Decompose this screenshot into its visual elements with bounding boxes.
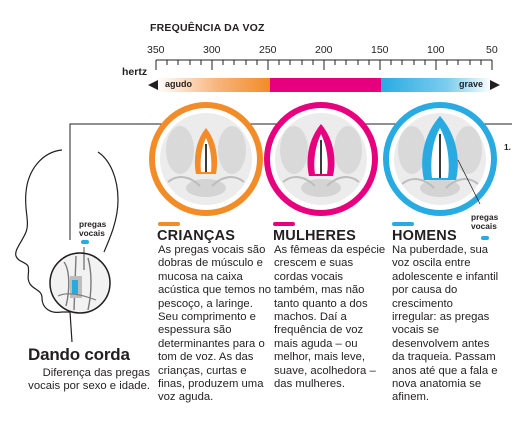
larynx-women: [264, 102, 378, 216]
scale-title: FREQUÊNCIA DA VOZ: [150, 22, 265, 34]
head-profile-illustration: [15, 149, 119, 343]
accent-children: [158, 222, 180, 226]
larynx-children: [149, 102, 263, 216]
larynx-men: [383, 102, 497, 216]
band-men: [381, 78, 492, 92]
unit-label: hertz: [122, 66, 148, 78]
accent-men: [392, 222, 414, 226]
throat-zoom-illustration: [49, 252, 111, 314]
band-women: [270, 78, 381, 92]
arrow-right-icon: [490, 80, 500, 90]
ruler-ticks: [155, 60, 493, 70]
tick-label-150: 150: [371, 44, 389, 56]
label-grave: grave: [459, 79, 484, 89]
label-agudo: agudo: [165, 79, 192, 89]
heading-children: CRIANÇAS: [157, 228, 236, 244]
heading-men: HOMENS: [392, 228, 457, 244]
head-label-marker: [81, 240, 89, 244]
tick-label-200: 200: [315, 44, 333, 56]
body-women: As fêmeas da espécie crescem e suas cord…: [274, 244, 386, 391]
arrow-left-icon: [148, 80, 158, 90]
tick-label-50: 50: [486, 44, 498, 56]
tick-label-250: 250: [259, 44, 277, 56]
heading-women: MULHERES: [273, 228, 356, 244]
head-label: pregas vocais: [79, 219, 107, 238]
page-title: Dando corda: [28, 345, 130, 364]
corner-mark: 1.: [504, 142, 511, 152]
side-label-marker: [481, 236, 489, 240]
side-label: pregas vocais: [471, 212, 499, 231]
band-children: [156, 78, 270, 92]
page-subtitle: Diferença das pregas vocais por sexo e i…: [28, 367, 150, 393]
body-children: As pregas vocais são dobras de músculo e…: [158, 244, 272, 404]
tick-label-100: 100: [427, 44, 445, 56]
tick-label-350: 350: [147, 44, 165, 56]
accent-women: [273, 222, 295, 226]
tick-label-300: 300: [203, 44, 221, 56]
body-men: Na puberdade, sua voz oscila entre adole…: [392, 244, 499, 404]
